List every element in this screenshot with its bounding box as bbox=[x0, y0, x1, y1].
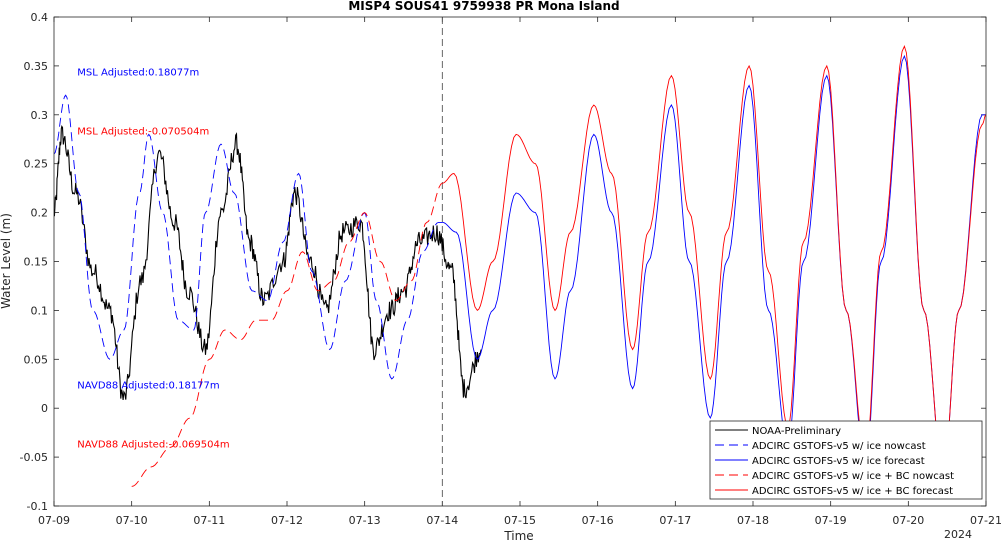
series-line-4 bbox=[442, 45, 986, 478]
annotation-1: MSL Adjusted:-0.070504m bbox=[77, 126, 209, 137]
legend-entry-0: NOAA-Preliminary bbox=[752, 426, 841, 437]
series-layer bbox=[54, 45, 986, 487]
y-tick-label: 0.35 bbox=[24, 60, 49, 73]
x-tick-label: 07-21 bbox=[970, 514, 1001, 527]
series-line-2 bbox=[442, 54, 986, 478]
y-tick-label: 0 bbox=[41, 402, 48, 415]
y-tick-label: 0.4 bbox=[31, 11, 49, 24]
y-tick-label: 0.3 bbox=[31, 109, 49, 122]
legend-entry-1: ADCIRC GSTOFS-v5 w/ ice nowcast bbox=[752, 441, 926, 452]
x-tick-label: 07-14 bbox=[426, 514, 458, 527]
x-axis-label: Time bbox=[503, 529, 533, 541]
x-tick-label: 07-16 bbox=[582, 514, 614, 527]
chart-title: MISP4 SOUS41 9759938 PR Mona Island bbox=[348, 0, 619, 13]
x-tick-label: 07-20 bbox=[892, 514, 924, 527]
y-tick-label: 0.15 bbox=[24, 256, 49, 269]
x-tick-label: 07-17 bbox=[659, 514, 691, 527]
y-tick-label: 0.05 bbox=[24, 353, 49, 366]
plot-frame bbox=[53, 16, 987, 507]
annotation-2: NAVD88 Adjusted:0.18177m bbox=[77, 381, 219, 392]
x-tick-label: 07-19 bbox=[815, 514, 847, 527]
x-tick-label: 07-12 bbox=[271, 514, 303, 527]
y-tick-label: 0.1 bbox=[31, 304, 49, 317]
y-axis-label: Water Level (m) bbox=[0, 213, 13, 309]
x-tick-label: 07-11 bbox=[193, 514, 225, 527]
x-tick-label: 07-09 bbox=[38, 514, 70, 527]
series-line-1 bbox=[54, 94, 443, 380]
series-line-3 bbox=[131, 182, 443, 487]
y-tick-label: -0.05 bbox=[20, 451, 48, 464]
x-tick-label: 07-13 bbox=[349, 514, 381, 527]
legend-entry-3: ADCIRC GSTOFS-v5 w/ ice + BC nowcast bbox=[752, 471, 954, 482]
x-year-label: 2024 bbox=[944, 528, 972, 541]
y-tick-label: 0.2 bbox=[31, 207, 49, 220]
legend: NOAA-Preliminary ADCIRC GSTOFS-v5 w/ ice … bbox=[709, 420, 983, 500]
x-tick-label: 07-10 bbox=[116, 514, 148, 527]
y-tick-labels: -0.1 -0.05 0 0.05 0.1 0.15 0.2 0.25 0.3 0.35 0.4 bbox=[20, 11, 48, 513]
legend-box bbox=[709, 420, 983, 500]
x-tick-label: 07-15 bbox=[504, 514, 536, 527]
x-tick-label: 07-18 bbox=[737, 514, 769, 527]
y-tick-label: -0.1 bbox=[27, 500, 48, 513]
annotations: MSL Adjusted:0.18077m MSL Adjusted:-0.070… bbox=[77, 68, 229, 451]
legend-entry-2: ADCIRC GSTOFS-v5 w/ ice forecast bbox=[752, 456, 925, 467]
series-line-0 bbox=[54, 125, 482, 400]
annotation-0: MSL Adjusted:0.18077m bbox=[77, 68, 199, 79]
y-tick-label: 0.25 bbox=[24, 158, 49, 171]
legend-entry-4: ADCIRC GSTOFS-v5 w/ ice + BC forecast bbox=[752, 486, 953, 497]
x-tick-labels: 07-09 07-10 07-11 07-12 07-13 07-14 07-15 07-16… bbox=[38, 514, 1001, 527]
annotation-3: NAVD88 Adjusted:-0.069504m bbox=[77, 439, 229, 450]
